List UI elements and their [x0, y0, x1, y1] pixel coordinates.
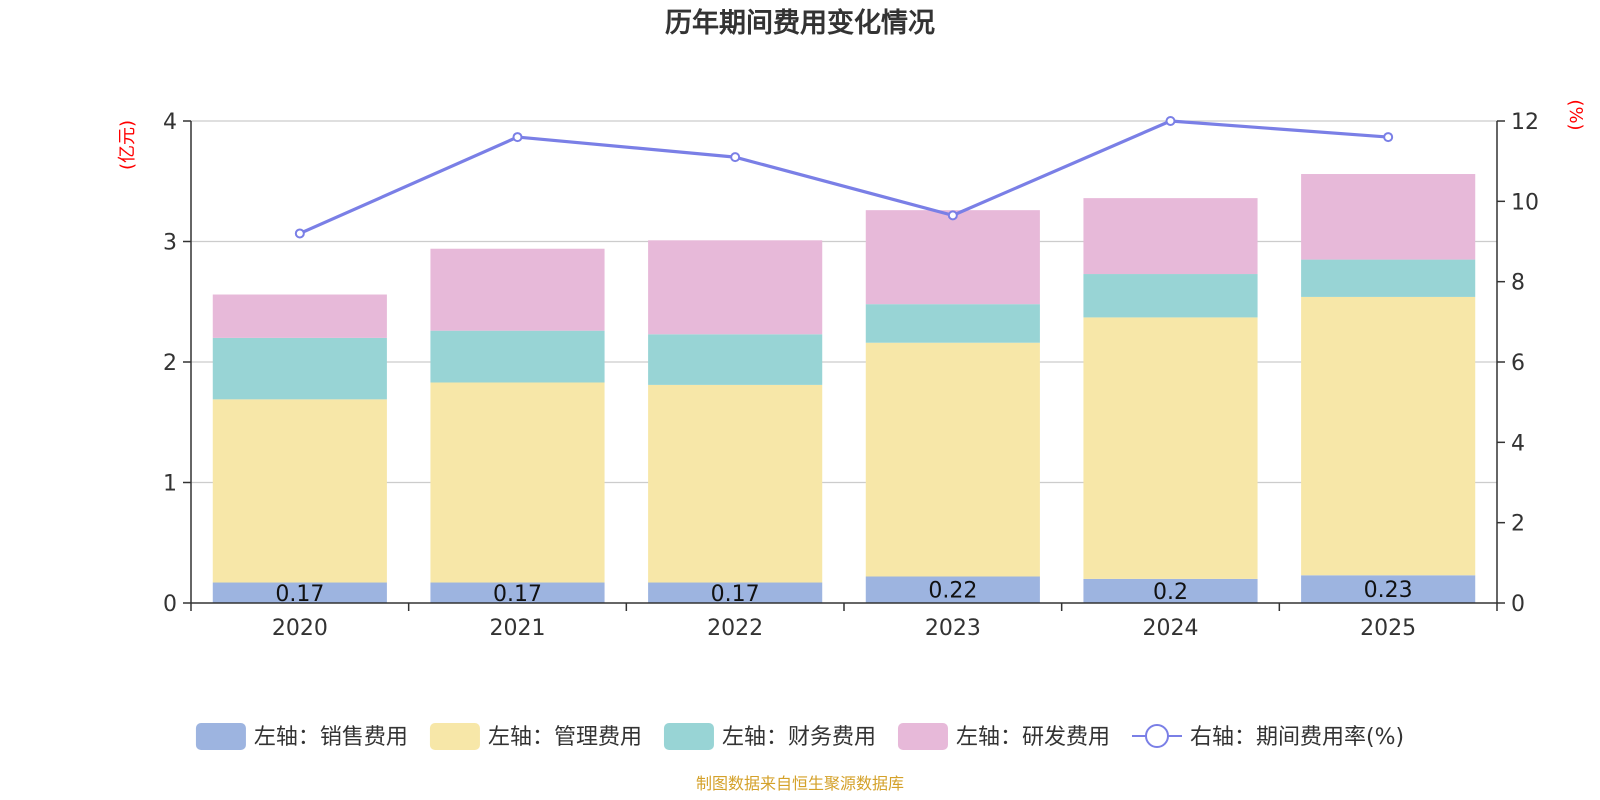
- x-tick-label: 2023: [925, 616, 981, 641]
- data-label-sales: 0.17: [493, 582, 542, 607]
- legend-label-rnd: 左轴：研发费用: [956, 725, 1110, 750]
- x-tick-label: 2021: [490, 616, 546, 641]
- bar-admin: [1301, 296, 1476, 576]
- right-tick-label: 6: [1511, 351, 1525, 376]
- legend-item-finance: 左轴：财务费用: [663, 723, 876, 750]
- point-rate: [1165, 116, 1176, 126]
- right-tick-label: 4: [1511, 431, 1525, 456]
- bar-admin: [648, 384, 823, 583]
- legend-label-admin: 左轴：管理费用: [488, 725, 642, 750]
- bar-rnd: [430, 248, 605, 331]
- bar-labels: 0.17 0.17 0.17 0.22 0.2 0.23: [275, 578, 1412, 607]
- bar-sales: [865, 576, 1040, 603]
- legend: 左轴：销售费用 左轴：管理费用 左轴：财务费用 左轴：研发费用 右轴：期间费用率(%): [195, 723, 1404, 750]
- legend-label-sales: 左轴：销售费用: [254, 725, 408, 750]
- bar-sales: [430, 582, 605, 603]
- right-tick-label: 10: [1511, 190, 1539, 215]
- bar-rnd: [648, 240, 823, 335]
- grid-lines: [191, 120, 1497, 484]
- line-series: [294, 116, 1394, 239]
- bar-rnd: [1083, 198, 1258, 275]
- bar-sales: [648, 582, 823, 603]
- x-tick-label: 2024: [1143, 616, 1199, 641]
- line-rate: [299, 119, 1389, 235]
- data-label-sales: 0.17: [711, 582, 760, 607]
- x-tick-label: 2025: [1360, 616, 1416, 641]
- legend-label-finance: 左轴：财务费用: [722, 725, 876, 750]
- legend-item-sales: 左轴：销售费用: [195, 723, 408, 750]
- point-rate: [1383, 132, 1394, 143]
- x-tick-label: 2020: [272, 616, 328, 641]
- data-label-sales: 0.22: [928, 579, 977, 604]
- right-tick-label: 2: [1511, 512, 1525, 537]
- bar-admin: [865, 342, 1040, 577]
- source-note: 制图数据来自恒生聚源数据库: [696, 774, 904, 793]
- bar-finance: [865, 304, 1040, 343]
- x-tick-label: 2022: [707, 616, 763, 641]
- data-label-sales: 0.17: [275, 582, 324, 607]
- left-tick-label: 0: [163, 592, 177, 617]
- bar-finance: [1301, 259, 1476, 297]
- bar-sales: [212, 582, 387, 603]
- point-rate: [512, 132, 523, 143]
- point-rate: [947, 210, 958, 221]
- bar-rnd: [212, 294, 387, 338]
- bar-sales: [1083, 578, 1258, 603]
- left-tick-label: 3: [163, 231, 177, 256]
- bar-admin: [212, 399, 387, 583]
- right-tick-label: 8: [1511, 271, 1525, 296]
- legend-swatch-admin: [429, 723, 480, 750]
- bar-admin: [430, 382, 605, 583]
- legend-item-rnd: 左轴：研发费用: [897, 723, 1110, 750]
- bar-rnd: [1301, 174, 1476, 260]
- legend-swatch-finance: [663, 723, 714, 750]
- legend-item-rate: 右轴：期间费用率(%): [1131, 724, 1404, 750]
- bar-admin: [1083, 317, 1258, 579]
- left-axis-name: (亿元): [117, 120, 138, 170]
- point-rate: [294, 228, 305, 239]
- right-tick-label: 12: [1511, 110, 1539, 135]
- left-tick-label: 4: [163, 110, 177, 135]
- bar-rnd: [865, 210, 1040, 305]
- right-tick-label: 0: [1511, 592, 1525, 617]
- legend-swatch-rnd: [897, 723, 948, 750]
- bar-series: [212, 174, 1476, 603]
- bar-finance: [648, 334, 823, 385]
- left-tick-label: 2: [163, 351, 177, 376]
- bar-sales: [1301, 575, 1476, 603]
- bar-finance: [212, 337, 387, 400]
- data-label-sales: 0.2: [1153, 580, 1188, 605]
- legend-label-rate: 右轴：期间费用率(%): [1190, 725, 1404, 750]
- legend-item-admin: 左轴：管理费用: [429, 723, 642, 750]
- legend-marker-rate: [1144, 724, 1169, 748]
- chart-title: 历年期间费用变化情况: [665, 7, 935, 39]
- left-tick-label: 1: [163, 472, 177, 497]
- right-axis-name: (%): [1565, 99, 1586, 130]
- bar-finance: [1083, 274, 1258, 318]
- point-rate: [730, 152, 741, 163]
- legend-swatch-sales: [195, 723, 246, 750]
- bar-finance: [430, 330, 605, 383]
- data-label-sales: 0.23: [1364, 578, 1413, 603]
